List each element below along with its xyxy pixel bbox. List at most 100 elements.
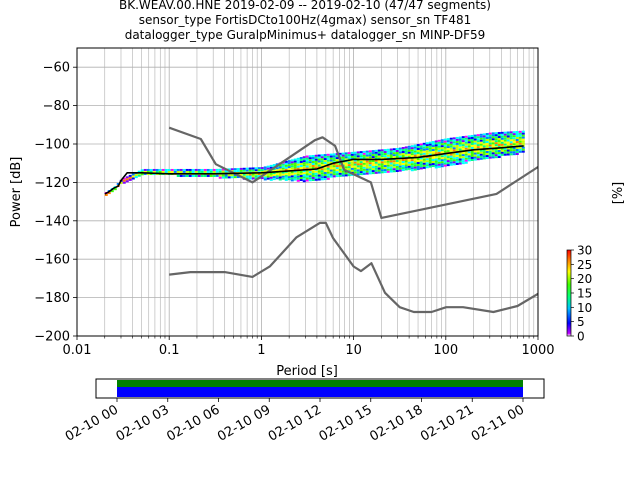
psd-density-cell: [431, 163, 435, 166]
psd-density-cell: [383, 157, 387, 160]
psd-density-cell: [413, 160, 417, 163]
psd-density-cell: [362, 156, 366, 159]
psd-density-cell: [467, 147, 471, 150]
psd-density-cell: [317, 156, 321, 159]
psd-density-cell: [296, 157, 300, 160]
psd-density-cell: [500, 135, 504, 138]
psd-density-cell: [425, 154, 429, 157]
psd-density-cell: [449, 143, 453, 146]
psd-density-cell: [128, 176, 132, 179]
psd-density-cell: [494, 144, 498, 147]
psd-density-cell: [356, 157, 360, 160]
psd-density-cell: [368, 172, 372, 175]
psd-density-cell: [470, 142, 474, 145]
psd-density-cell: [503, 149, 507, 152]
psd-density-cell: [236, 176, 240, 179]
psd-density-cell: [467, 135, 471, 138]
psd-density-cell: [374, 169, 378, 172]
psd-density-cell: [284, 160, 288, 163]
psd-density-cell: [377, 149, 381, 152]
psd-density-cell: [500, 137, 504, 140]
psd-density-cell: [338, 174, 342, 177]
psd-density-cell: [446, 144, 450, 147]
series-new-high-noise-model: [168, 126, 538, 219]
psd-density-cell: [272, 172, 276, 175]
psd-density-cell: [497, 150, 501, 153]
psd-density-cell: [389, 156, 393, 159]
psd-density-cell: [506, 153, 510, 156]
psd-density-cell: [428, 143, 432, 146]
psd-density-cell: [179, 170, 183, 173]
psd-density-cell: [221, 176, 225, 179]
psd-density-cell: [404, 162, 408, 165]
psd-density-cell: [281, 173, 285, 176]
colorbar-tick-label: 15: [577, 287, 592, 301]
psd-density-cell: [407, 149, 411, 152]
psd-density-cell: [428, 147, 432, 150]
psd-density-cell: [332, 175, 336, 178]
psd-density-cell: [368, 150, 372, 153]
psd-density-cell: [491, 150, 495, 153]
psd-density-cell: [500, 139, 504, 142]
psd-density-cell: [182, 170, 186, 173]
psd-density-cell: [269, 164, 273, 167]
psd-density-cell: [374, 155, 378, 158]
psd-density-cell: [416, 166, 420, 169]
psd-density-cell: [419, 159, 423, 162]
psd-density-cell: [329, 171, 333, 174]
psd-density-cell: [464, 159, 468, 162]
psd-density-cell: [404, 150, 408, 153]
psd-density-cell: [500, 141, 504, 144]
psd-density-cell: [500, 153, 504, 156]
psd-density-cell: [470, 144, 474, 147]
psd-density-cell: [485, 151, 489, 154]
psd-density-cell: [203, 174, 207, 177]
psd-density-cell: [509, 143, 513, 146]
psd-density-cell: [416, 154, 420, 157]
psd-density-cell: [509, 139, 513, 142]
psd-density-cell: [335, 157, 339, 160]
psd-density-cell: [353, 155, 357, 158]
psd-density-cell: [374, 171, 378, 174]
psd-density-cell: [326, 153, 330, 156]
psd-density-cell: [473, 138, 477, 141]
psd-density-cell: [434, 140, 438, 143]
psd-density-cell: [449, 157, 453, 160]
psd-density-cell: [251, 169, 255, 172]
psd-density-cell: [200, 168, 204, 171]
psd-density-cell: [248, 173, 252, 176]
psd-density-cell: [227, 174, 231, 177]
psd-density-cell: [371, 156, 375, 159]
psd-density-cell: [419, 161, 423, 164]
psd-density-cell: [398, 159, 402, 162]
psd-density-cell: [368, 170, 372, 173]
psd-density-cell: [248, 169, 252, 172]
psd-density-cell: [503, 151, 507, 154]
psd-density-cell: [215, 170, 219, 173]
psd-density-cell: [395, 164, 399, 167]
psd-density-cell: [410, 167, 414, 170]
psd-density-cell: [281, 177, 285, 180]
psd-density-cell: [341, 154, 345, 157]
psd-density-cell: [419, 165, 423, 168]
psd-density-cell: [440, 155, 444, 158]
grid: [76, 48, 538, 337]
psd-density-cell: [344, 174, 348, 177]
psd-density-cell: [311, 173, 315, 176]
psd-density-cell: [293, 162, 297, 165]
psd-density-cell: [320, 158, 324, 161]
psd-density-cell: [230, 176, 234, 179]
psd-density-cell: [320, 172, 324, 175]
psd-density-cell: [476, 158, 480, 161]
psd-density-cell: [332, 173, 336, 176]
psd-density-cell: [287, 178, 291, 181]
psd-density-cell: [257, 169, 261, 172]
psd-density-cell: [227, 176, 231, 179]
psd-density-cell: [356, 151, 360, 154]
psd-density-cell: [464, 157, 468, 160]
psd-density-cell: [260, 177, 264, 180]
psd-density-cell: [155, 170, 159, 173]
x-tick-label: 1000: [521, 343, 554, 358]
psd-density-cell: [338, 162, 342, 165]
